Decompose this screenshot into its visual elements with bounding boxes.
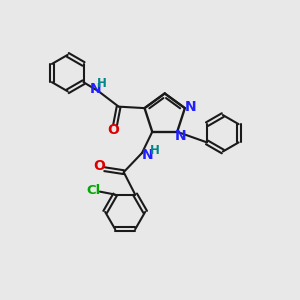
Text: N: N bbox=[184, 100, 196, 114]
Text: N: N bbox=[89, 82, 101, 96]
Text: H: H bbox=[149, 144, 159, 157]
Text: H: H bbox=[97, 76, 107, 90]
Text: O: O bbox=[93, 159, 105, 173]
Text: O: O bbox=[108, 123, 120, 137]
Text: N: N bbox=[174, 129, 186, 143]
Text: N: N bbox=[141, 148, 153, 162]
Text: Cl: Cl bbox=[87, 184, 101, 197]
